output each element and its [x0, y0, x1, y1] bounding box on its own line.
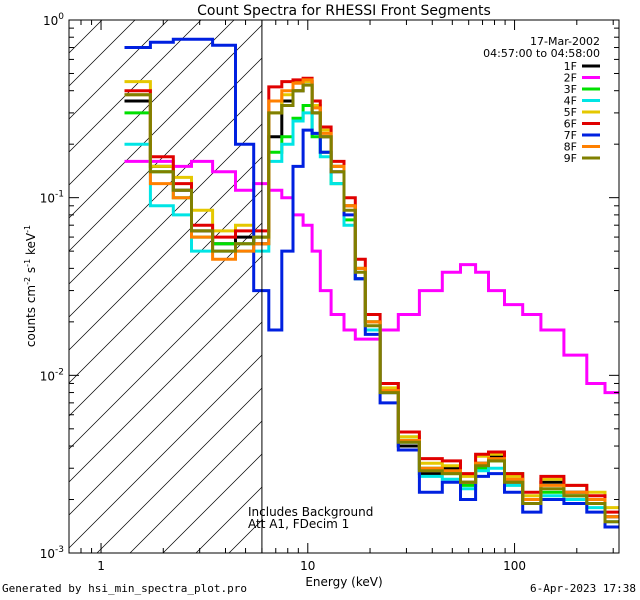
y-axis-label: counts cm-2 s-1 keV-1 — [23, 225, 38, 347]
hatch-line — [69, 20, 235, 186]
legend-label-2F: 2F — [564, 72, 577, 85]
hatch-line — [69, 189, 262, 384]
x-axis: 1 10 100 — [68, 20, 614, 573]
legend-label-6F: 6F — [564, 118, 577, 131]
y-tick-label: 10-3 — [40, 545, 64, 561]
hatch-line — [69, 57, 262, 252]
annotation-attenuator: Att A1, FDecim 1 — [248, 517, 349, 531]
hatch-line — [69, 288, 262, 483]
time-range-label: 04:57:00 to 04:58:00 — [483, 47, 600, 60]
y-tick-label: 100 — [43, 12, 64, 28]
x-tick-label: 10 — [300, 559, 315, 573]
series-7F-line — [124, 37, 619, 529]
date-label: 17-Mar-2002 — [530, 35, 600, 48]
legend-label-3F: 3F — [564, 83, 577, 96]
hatch-line — [69, 255, 262, 450]
footer-generated-by: Generated by hsi_min_spectra_plot.pro — [2, 582, 248, 595]
excluded-energy-hatch — [69, 20, 262, 553]
hatch-line — [69, 123, 262, 318]
hatch-line — [69, 20, 103, 54]
hatch-line — [69, 156, 262, 351]
legend-label-1F: 1F — [564, 60, 577, 73]
legend-label-5F: 5F — [564, 106, 577, 119]
chart-title: Count Spectra for RHESSI Front Segments — [197, 3, 491, 19]
x-tick-label: 100 — [503, 559, 526, 573]
x-axis-label: Energy (keV) — [305, 575, 382, 589]
hatch-line — [69, 24, 262, 219]
hatch-line — [162, 453, 262, 553]
hatch-line — [69, 20, 169, 120]
series-layer — [124, 37, 619, 529]
legend-label-4F: 4F — [564, 95, 577, 108]
annotation-background: Includes Background — [248, 505, 373, 519]
plot-frame — [68, 19, 620, 554]
series-3F-line — [124, 104, 619, 529]
x-tick-label: 1 — [97, 559, 105, 573]
hatch-line — [69, 90, 262, 285]
y-axis: 10-3 10-2 10-1 100 — [40, 12, 619, 561]
hatch-line — [129, 420, 262, 553]
series-9F-line — [124, 83, 619, 524]
series-5F-line — [124, 80, 619, 510]
series-2F-line — [124, 159, 619, 395]
hatch-line — [69, 321, 262, 516]
hatch-line — [69, 20, 136, 87]
series-6F-line — [124, 76, 619, 514]
y-tick-label: 10-2 — [40, 367, 64, 383]
hatch-line — [69, 354, 262, 549]
legend-label-9F: 9F — [564, 152, 577, 165]
y-tick-label: 10-1 — [40, 190, 64, 206]
hatch-line — [96, 387, 262, 553]
legend-label-8F: 8F — [564, 141, 577, 154]
hatch-line — [69, 222, 262, 417]
hatch-line — [69, 20, 202, 153]
footer-timestamp: 6-Apr-2023 17:38 — [530, 582, 636, 595]
series-4F-line — [124, 111, 619, 524]
legend-label-7F: 7F — [564, 129, 577, 142]
